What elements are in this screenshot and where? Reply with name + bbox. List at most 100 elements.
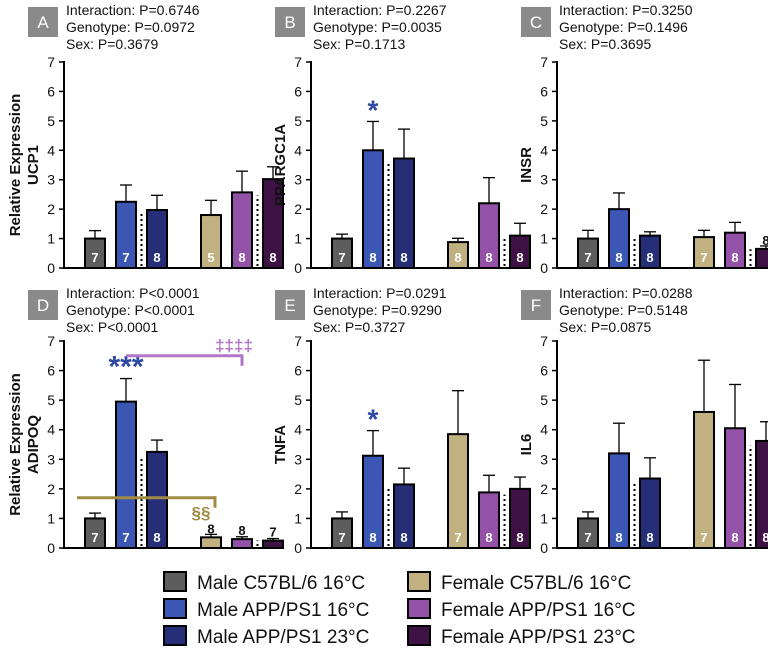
stat-line: Interaction: P<0.0001	[66, 285, 200, 301]
bar	[115, 200, 137, 270]
n-label: 8	[238, 250, 245, 265]
y-tick-label: 6	[47, 83, 55, 99]
legend-swatch	[407, 571, 431, 592]
panel-letter: B	[284, 13, 295, 32]
y-tick-label: 4	[540, 422, 548, 438]
y-tick-label: 1	[47, 510, 55, 526]
panel-letter-box	[521, 7, 551, 37]
y-tick-label: 3	[540, 451, 548, 467]
y-tick-label: 7	[540, 333, 548, 349]
n-label: 8	[646, 530, 653, 545]
y-tick-label: 1	[294, 510, 302, 526]
panel-letter-box	[275, 7, 305, 37]
bar	[755, 439, 768, 549]
bar	[693, 236, 715, 270]
bar	[331, 237, 353, 269]
stat-line: Interaction: P=0.2267	[313, 2, 447, 18]
y-tick-label: 6	[294, 83, 302, 99]
n-label: 8	[485, 530, 492, 545]
bar	[447, 241, 469, 270]
bar	[393, 157, 415, 269]
n-label: 8	[485, 250, 492, 265]
y-tick-label: 0	[47, 260, 55, 276]
n-label: 8	[646, 250, 653, 265]
n-label: 7	[269, 525, 276, 540]
n-label: 8	[516, 250, 523, 265]
bar	[447, 433, 469, 549]
bar	[200, 214, 222, 269]
n-label: 7	[338, 530, 345, 545]
y-tick-label: 5	[294, 392, 302, 408]
bar	[608, 452, 630, 549]
panel-letter-box	[28, 7, 58, 37]
n-label: 8	[615, 250, 622, 265]
n-label: 8	[762, 530, 768, 545]
n-label: 7	[91, 530, 98, 545]
y-tick-label: 1	[540, 510, 548, 526]
bar	[577, 237, 599, 269]
gene-label: IL6	[518, 434, 535, 456]
y-tick-label: 7	[47, 54, 55, 70]
y-axis-title: Relative Expression	[7, 94, 24, 237]
bar	[146, 450, 168, 549]
bar	[509, 487, 531, 550]
gene-label: PPARGC1A	[272, 124, 289, 206]
panel-letter: E	[284, 296, 295, 315]
stat-line: Genotype: P<0.0001	[66, 302, 195, 318]
stat-line: Genotype: P=0.0035	[313, 19, 442, 35]
legend-swatch	[407, 598, 431, 619]
y-tick-label: 0	[540, 540, 548, 556]
bar	[262, 539, 284, 549]
y-tick-label: 0	[540, 260, 548, 276]
stat-line: Genotype: P=0.5148	[559, 302, 688, 318]
bar	[608, 208, 630, 269]
bar	[577, 517, 599, 550]
n-label: 8	[269, 250, 276, 265]
y-tick-label: 4	[47, 422, 55, 438]
bar	[639, 477, 661, 549]
n-label: 8	[731, 250, 738, 265]
bar	[84, 237, 106, 269]
bar	[478, 202, 500, 269]
gene-label: ADIPOQ	[25, 415, 42, 475]
n-label: 8	[238, 523, 245, 538]
y-tick-label: 2	[47, 201, 55, 217]
y-tick-label: 7	[540, 54, 548, 70]
n-label: 7	[338, 250, 345, 265]
y-tick-label: 5	[47, 113, 55, 129]
bar	[478, 491, 500, 549]
gene-label: INSR	[518, 147, 535, 183]
panel-letter: C	[530, 13, 542, 32]
bar	[755, 247, 768, 269]
gene-label: TNFA	[272, 425, 289, 464]
n-label: 5	[207, 250, 214, 265]
y-tick-label: 4	[294, 422, 302, 438]
y-tick-label: 0	[294, 260, 302, 276]
y-tick-label: 1	[540, 231, 548, 247]
stat-line: Interaction: P=0.6746	[66, 2, 200, 18]
y-tick-label: 6	[47, 363, 55, 379]
significance-star: *	[368, 404, 379, 435]
y-tick-label: 3	[47, 451, 55, 467]
y-tick-label: 7	[47, 333, 55, 349]
y-tick-label: 3	[540, 172, 548, 188]
y-tick-label: 0	[294, 540, 302, 556]
y-tick-label: 4	[294, 142, 302, 158]
bar	[231, 538, 253, 550]
stat-line: Interaction: P=0.0291	[313, 285, 447, 301]
bar	[331, 517, 353, 550]
y-tick-label: 7	[294, 333, 302, 349]
n-label: 8	[207, 521, 214, 536]
legend: Male C57BL/6 16°C Male APP/PS1 16°C Male A…	[163, 571, 636, 648]
stat-line: Genotype: P=0.0972	[66, 19, 195, 35]
bar	[724, 231, 746, 269]
panel-letter: D	[37, 296, 49, 315]
y-tick-label: 1	[47, 231, 55, 247]
bracket-label-section: §§	[192, 504, 211, 523]
legend-label: Male APP/PS1 23°C	[197, 627, 369, 648]
stat-line: Sex: P=0.3679	[66, 36, 158, 52]
